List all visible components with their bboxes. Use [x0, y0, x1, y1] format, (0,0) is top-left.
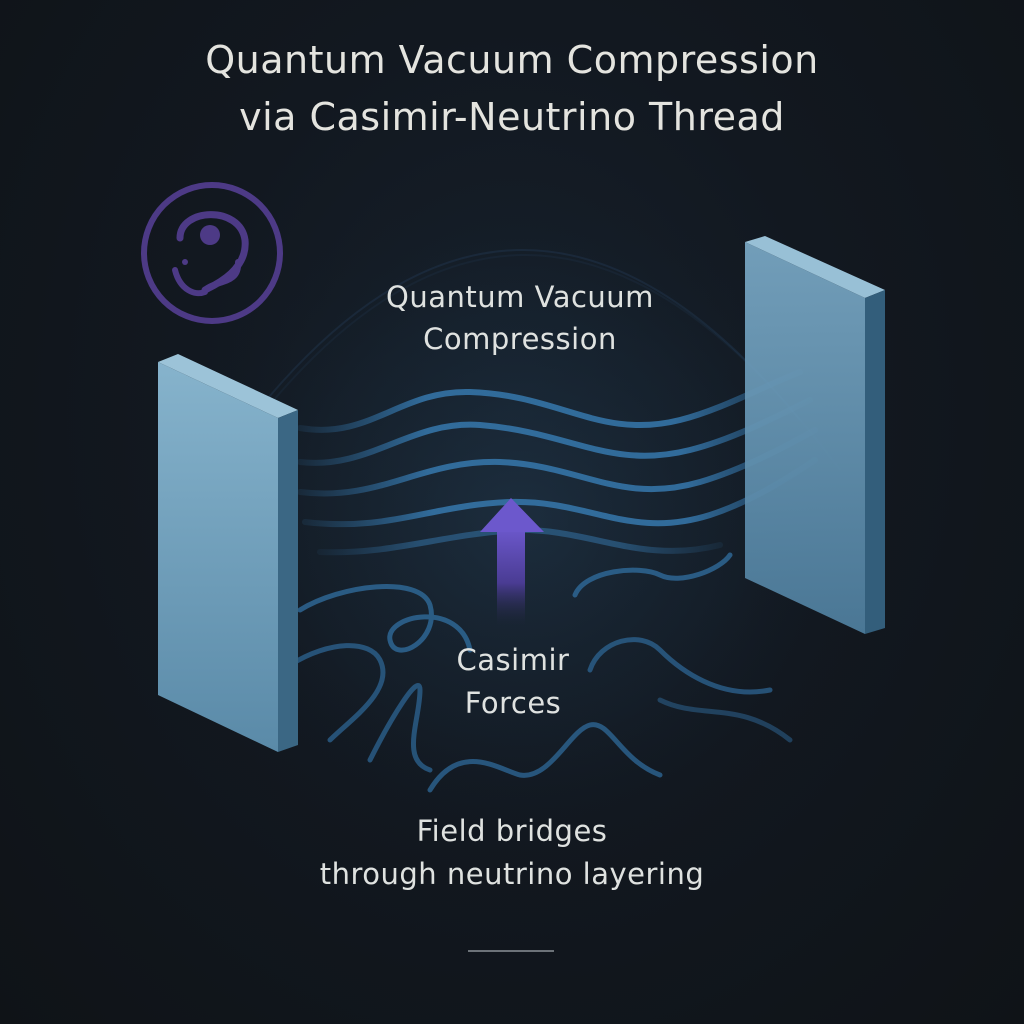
left-casimir-plate	[158, 354, 298, 752]
circular-swirl-emblem-icon	[141, 182, 283, 324]
up-arrow-icon	[480, 498, 544, 628]
neutrino-thread-lines	[287, 552, 793, 793]
field-bridges-label-line-1: Field bridges	[416, 814, 608, 848]
vacuum-compression-label-line-2: Compression	[423, 322, 617, 356]
diagram-title-line-2: via Casimir-Neutrino Thread	[239, 95, 785, 139]
diagram-title-line-1: Quantum Vacuum Compression	[205, 38, 819, 82]
vacuum-compression-label-line-1: Quantum Vacuum	[386, 280, 654, 314]
right-casimir-plate	[745, 236, 885, 634]
field-bridges-label-line-2: through neutrino layering	[319, 857, 705, 891]
casimir-forces-label-line-2: Forces	[464, 686, 562, 720]
casimir-forces-label-line-1: Casimir	[456, 643, 570, 677]
